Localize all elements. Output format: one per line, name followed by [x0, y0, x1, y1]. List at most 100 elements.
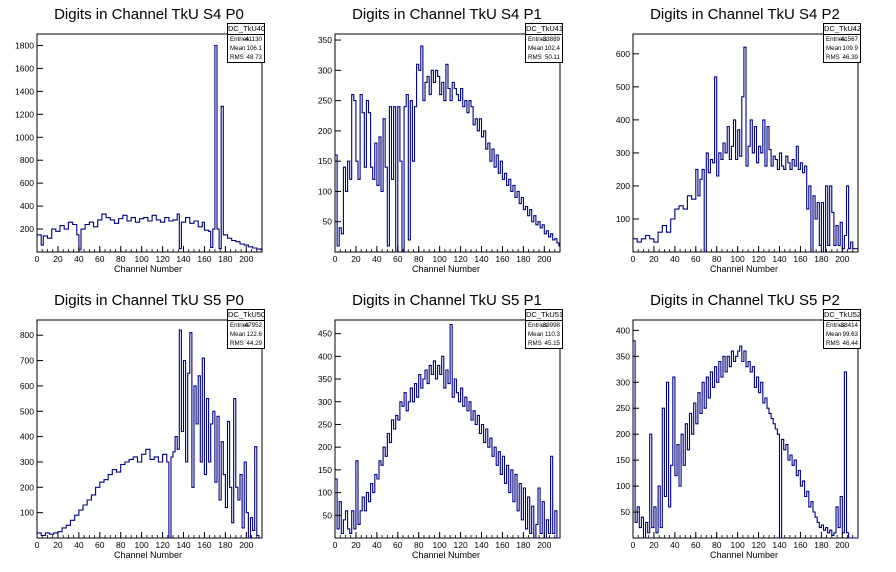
- entries-label: Entries: [528, 36, 548, 43]
- x-tick-label: 80: [712, 540, 722, 550]
- stats-name: DC_TkU52: [824, 310, 862, 321]
- x-tick-label: 200: [835, 254, 849, 264]
- x-tick-label: 140: [474, 540, 488, 550]
- y-tick-label: 100: [318, 186, 332, 196]
- rms-label: RMS: [230, 340, 244, 347]
- y-tick-label: 350: [318, 374, 332, 384]
- y-tick-label: 100: [616, 481, 630, 491]
- x-tick-label: 60: [393, 540, 403, 550]
- x-tick-label: 100: [731, 540, 745, 550]
- x-tick-label: 160: [495, 254, 509, 264]
- y-tick-label: 200: [616, 429, 630, 439]
- entries-label: Entries: [528, 322, 548, 329]
- mean-value: 110.3: [544, 331, 560, 338]
- mean-label: Mean: [230, 331, 246, 338]
- y-tick-label: 200: [20, 224, 34, 234]
- stats-name: DC_TkU51: [526, 310, 564, 321]
- x-tick-label: 20: [351, 254, 361, 264]
- y-tick-label: 100: [616, 214, 630, 224]
- x-tick-label: 100: [731, 254, 745, 264]
- entries-value: 38414: [840, 322, 858, 329]
- x-tick-label: 120: [751, 540, 765, 550]
- histogram-series-line: [335, 323, 560, 539]
- y-tick-label: 300: [20, 457, 34, 467]
- x-tick-label: 160: [495, 540, 509, 550]
- x-tick-label: 0: [35, 540, 40, 550]
- x-tick-label: 120: [155, 254, 169, 264]
- x-tick-label: 60: [95, 540, 105, 550]
- mean-value: 122.6: [246, 331, 262, 338]
- x-tick-label: 120: [155, 540, 169, 550]
- histogram-series-line: [37, 329, 262, 539]
- x-tick-label: 160: [793, 254, 807, 264]
- histogram-plot: 0 20 40 60 80 100 120 140 160 180 200 100 200 300 400 5…: [20, 319, 263, 550]
- x-tick-label: 40: [670, 254, 680, 264]
- y-tick-label: 300: [616, 377, 630, 387]
- y-tick-label: 150: [318, 465, 332, 475]
- x-axis-label: Channel Number: [113, 550, 183, 560]
- entries-value: 39998: [542, 322, 560, 329]
- rms-label: RMS: [230, 54, 244, 61]
- y-tick-label: 250: [616, 403, 630, 413]
- plot-frame: [632, 33, 859, 253]
- x-tick-label: 100: [433, 540, 447, 550]
- x-axis-label: Channel Number: [411, 550, 481, 560]
- x-tick-label: 160: [793, 540, 807, 550]
- y-tick-label: 100: [20, 508, 34, 518]
- x-tick-label: 80: [414, 254, 424, 264]
- x-tick-label: 100: [135, 254, 149, 264]
- y-tick-label: 50: [621, 507, 631, 517]
- stats-name: DC_TkU50: [228, 310, 266, 321]
- y-tick-label: 50: [323, 217, 333, 227]
- rms-label: RMS: [826, 340, 840, 347]
- entries-value: 47952: [244, 322, 262, 329]
- stats-box: DC_TkU41 Entries 33889 Mean 102.4 RMS 50.11: [525, 23, 563, 63]
- chart-title: Digits in Channel TkU S5 P0: [54, 292, 244, 309]
- rms-value: 50.11: [544, 54, 560, 61]
- y-tick-label: 400: [20, 432, 34, 442]
- histogram-series-line: [37, 44, 262, 251]
- x-tick-label: 40: [372, 254, 382, 264]
- stats-box: DC_TkU42 Entries 41567 Mean 109.9 RMS 46.39: [823, 23, 861, 63]
- y-tick-label: 800: [20, 330, 34, 340]
- plot-frame: [36, 319, 263, 539]
- y-tick-label: 300: [318, 397, 332, 407]
- x-tick-label: 40: [74, 254, 84, 264]
- entries-label: Entries: [230, 36, 250, 43]
- x-tick-label: 100: [433, 254, 447, 264]
- y-tick-label: 800: [20, 155, 34, 165]
- x-tick-label: 200: [239, 540, 253, 550]
- x-tick-label: 20: [53, 540, 63, 550]
- rms-value: 46.39: [842, 54, 858, 61]
- rms-value: 48.73: [246, 54, 262, 61]
- y-tick-label: 200: [318, 126, 332, 136]
- x-tick-label: 40: [670, 540, 680, 550]
- x-tick-label: 0: [333, 540, 338, 550]
- mean-value: 99.63: [842, 331, 858, 338]
- histogram-series-line: [633, 46, 858, 253]
- histogram-panel-s5-p2: Digits in Channel TkU S5 P2 0 20 40 60 80 100…: [596, 286, 894, 572]
- histogram-plot: 0 20 40 60 80 100 120 140 160 180 200 50 100 150 200 25…: [616, 319, 859, 550]
- y-tick-label: 350: [318, 35, 332, 45]
- plot-frame: [632, 319, 859, 539]
- plot-frame: [36, 33, 263, 253]
- y-tick-label: 250: [318, 96, 332, 106]
- x-tick-label: 60: [95, 254, 105, 264]
- entries-label: Entries: [230, 322, 250, 329]
- x-tick-label: 20: [351, 540, 361, 550]
- rms-value: 44.29: [246, 340, 262, 347]
- y-tick-label: 600: [20, 381, 34, 391]
- x-axis-label: Channel Number: [709, 550, 779, 560]
- x-tick-label: 0: [631, 254, 636, 264]
- mean-label: Mean: [826, 331, 842, 338]
- histogram-plot: 0 20 40 60 80 100 120 140 160 180 200 200 400 600 800 1…: [15, 33, 263, 264]
- histogram-panel-s5-p0: Digits in Channel TkU S5 P0 0 20 40 60 80 100…: [0, 286, 298, 572]
- y-tick-label: 600: [20, 178, 34, 188]
- histogram-plot: 0 20 40 60 80 100 120 140 160 180 200 50 100 150 200 25…: [318, 33, 561, 264]
- x-tick-label: 80: [414, 540, 424, 550]
- rms-label: RMS: [528, 340, 542, 347]
- y-tick-label: 500: [20, 406, 34, 416]
- stats-box: DC_TkU40 Entries 41130 Mean 106.1 RMS 48.73: [227, 23, 265, 63]
- x-tick-label: 20: [649, 540, 659, 550]
